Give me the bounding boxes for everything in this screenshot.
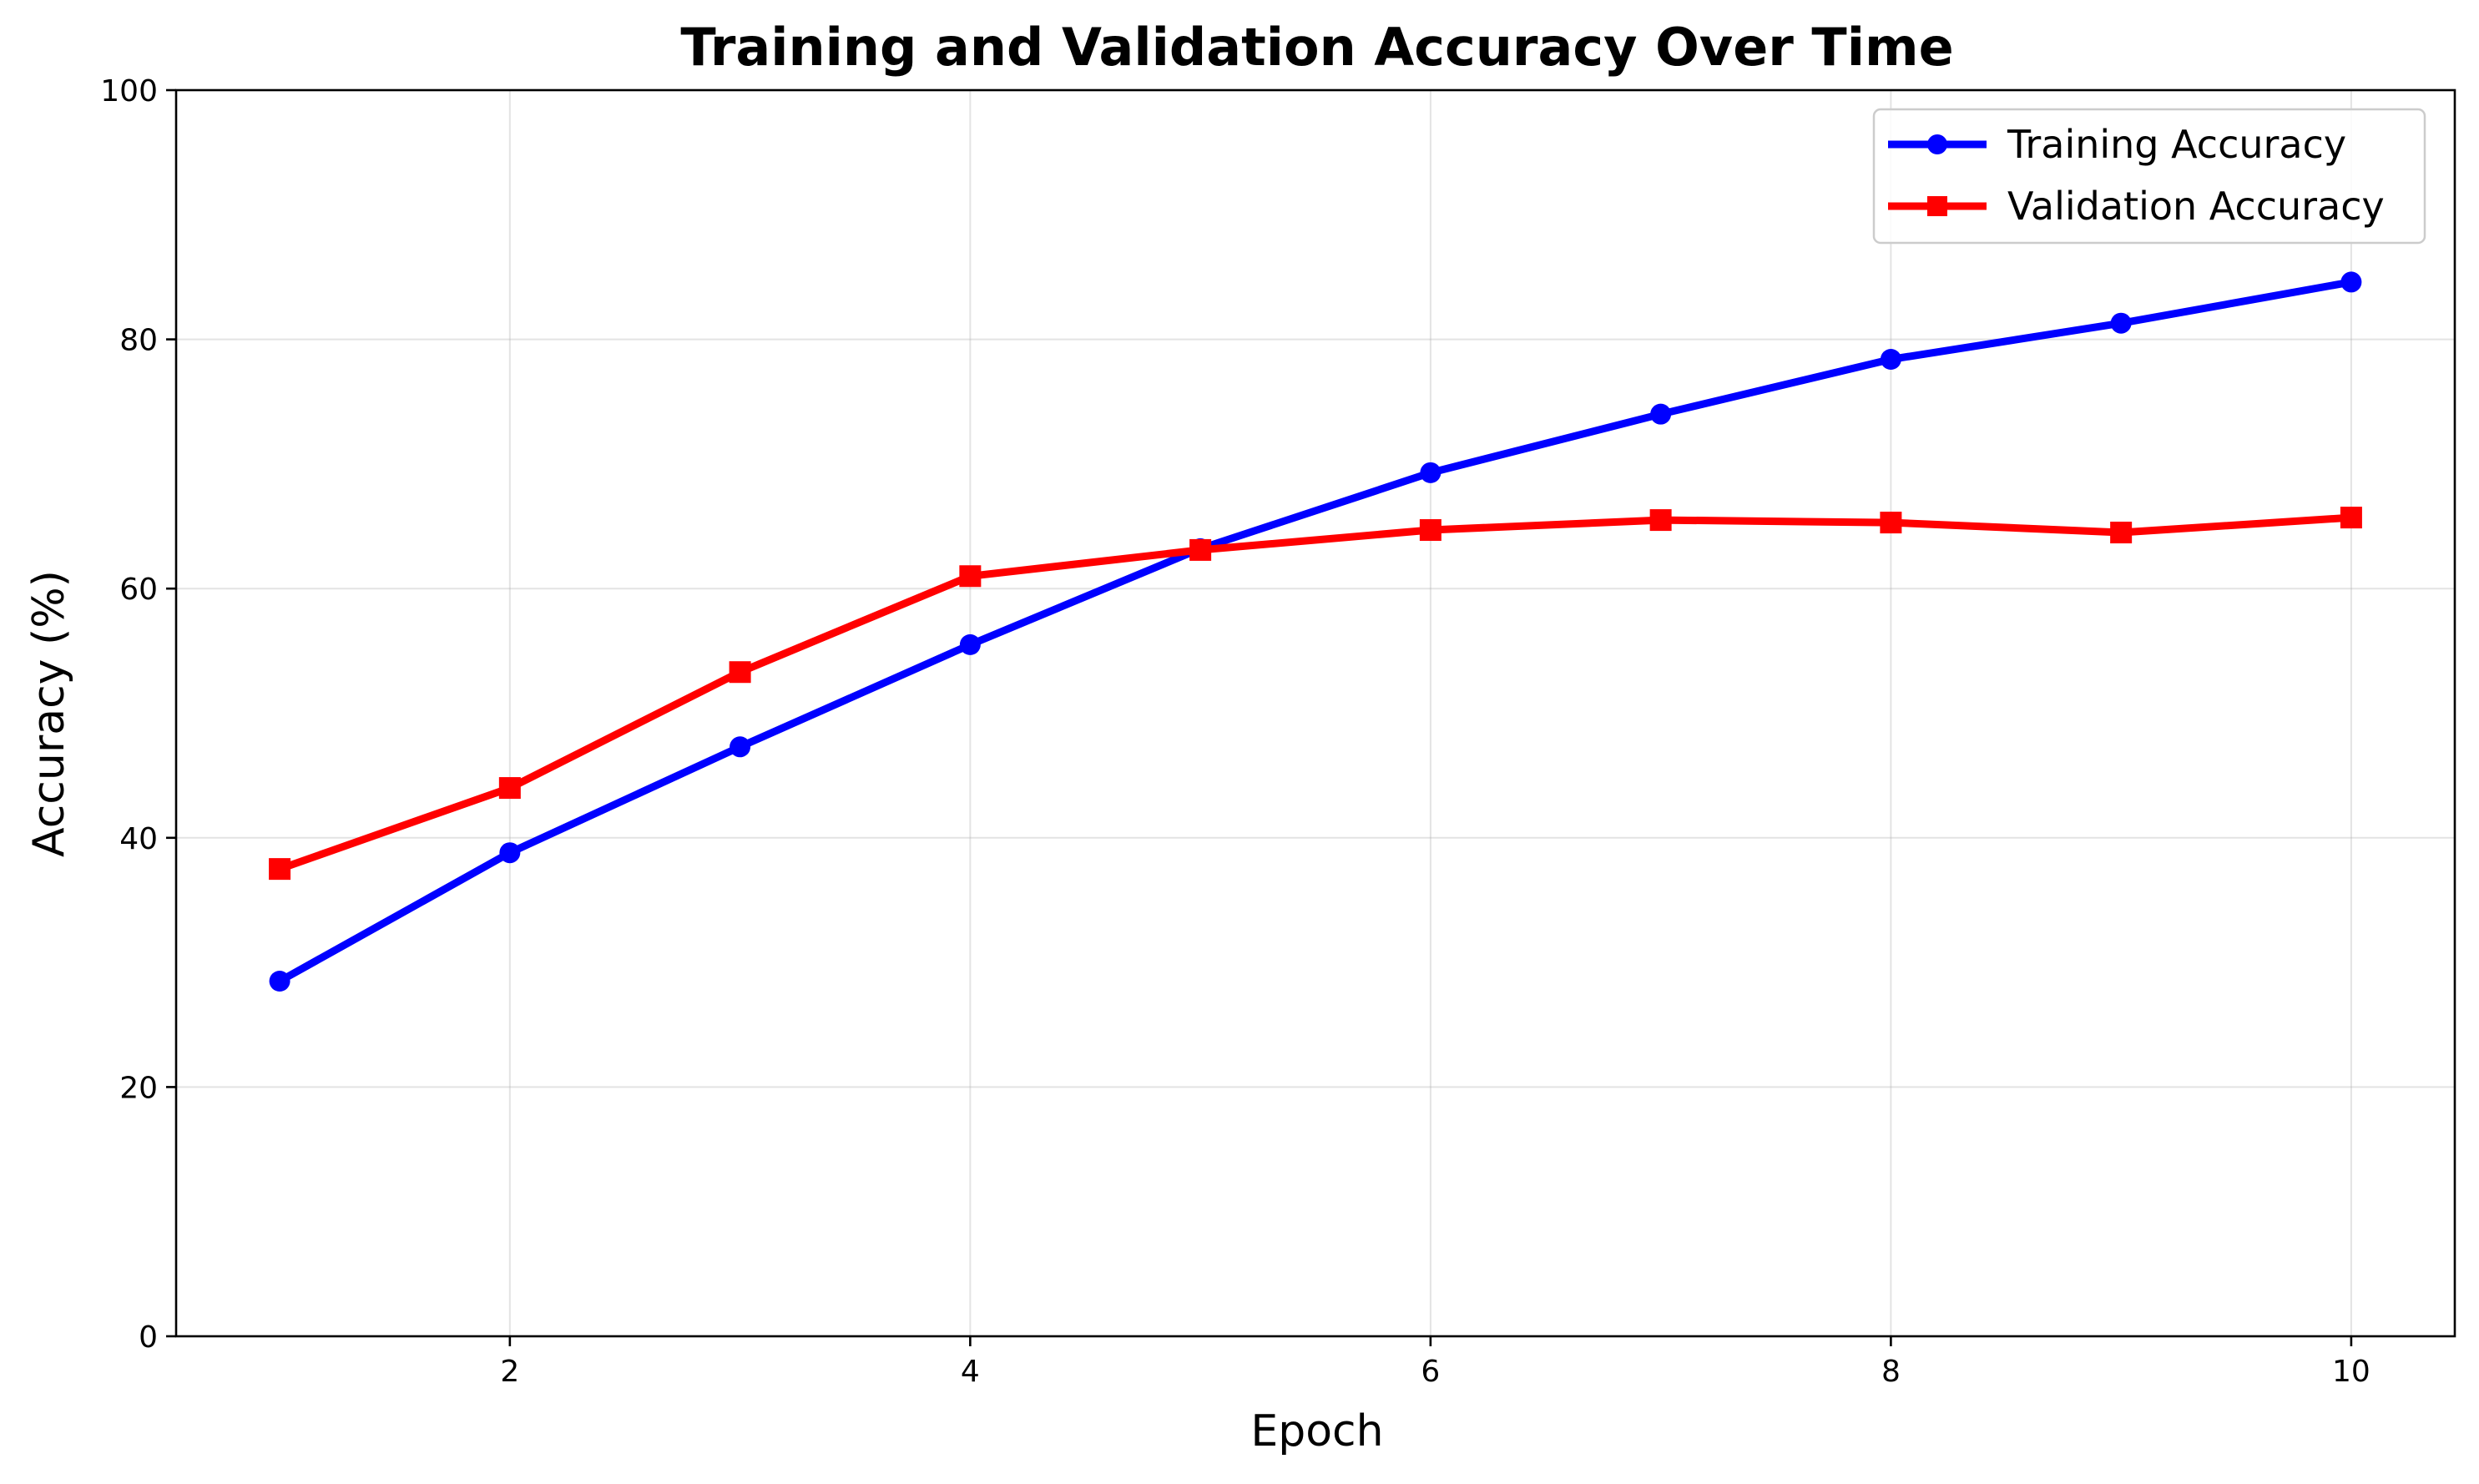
x-tick-label: 6 <box>1421 1355 1440 1389</box>
data-point-training-accuracy <box>269 970 290 992</box>
legend: Training Accuracy Validation Accuracy <box>1872 108 2426 245</box>
series-validation-accuracy <box>269 507 2362 881</box>
data-point-training-accuracy <box>1420 462 1441 483</box>
data-point-training-accuracy <box>2340 271 2362 293</box>
data-point-validation-accuracy <box>1189 538 1212 561</box>
data-point-validation-accuracy <box>498 777 521 800</box>
data-point-training-accuracy <box>2110 312 2132 334</box>
legend-box <box>1872 108 2426 245</box>
data-point-validation-accuracy <box>269 858 291 881</box>
series-line-training-accuracy <box>277 278 2352 985</box>
legend-label-validation: Validation Accuracy <box>2007 184 2385 229</box>
series-layer <box>269 271 2362 992</box>
data-point-training-accuracy <box>730 736 751 758</box>
data-point-validation-accuracy <box>959 565 982 588</box>
y-tick-label: 40 <box>119 822 158 856</box>
chart-title: Training and Validation Accuracy Over Ti… <box>680 17 1953 78</box>
legend-swatch-validation-marker <box>1927 196 1947 216</box>
y-tick-label: 100 <box>100 74 158 109</box>
series-line-validation-accuracy <box>278 513 2352 873</box>
data-point-training-accuracy <box>1880 348 1901 370</box>
y-tick-label: 60 <box>119 573 158 607</box>
x-tick-label: 4 <box>961 1355 980 1389</box>
data-point-training-accuracy <box>499 842 521 864</box>
data-point-validation-accuracy <box>2340 507 2362 529</box>
data-point-training-accuracy <box>959 633 981 655</box>
data-point-validation-accuracy <box>2110 522 2133 544</box>
y-tick-label: 20 <box>119 1071 158 1105</box>
legend-item-training: Training Accuracy <box>1888 122 2346 167</box>
data-point-validation-accuracy <box>1419 519 1441 542</box>
legend-item-validation: Validation Accuracy <box>1888 184 2385 229</box>
data-point-validation-accuracy <box>1880 512 1902 534</box>
y-tick-label: 0 <box>139 1320 158 1355</box>
x-tick-label: 8 <box>1881 1355 1901 1389</box>
x-tick-label: 2 <box>500 1355 519 1389</box>
plot-frame <box>174 88 2456 1338</box>
data-point-training-accuracy <box>1650 403 1672 425</box>
y-axis-label: Accuracy (%) <box>24 570 74 857</box>
data-point-validation-accuracy <box>729 661 751 684</box>
x-axis-label: Epoch <box>1250 1406 1383 1456</box>
y-tick-label: 80 <box>119 324 158 358</box>
data-point-validation-accuracy <box>1649 509 1672 532</box>
legend-swatch-training-marker <box>1927 134 1947 154</box>
x-tick-label: 10 <box>2332 1355 2370 1389</box>
legend-label-training: Training Accuracy <box>2007 122 2346 167</box>
